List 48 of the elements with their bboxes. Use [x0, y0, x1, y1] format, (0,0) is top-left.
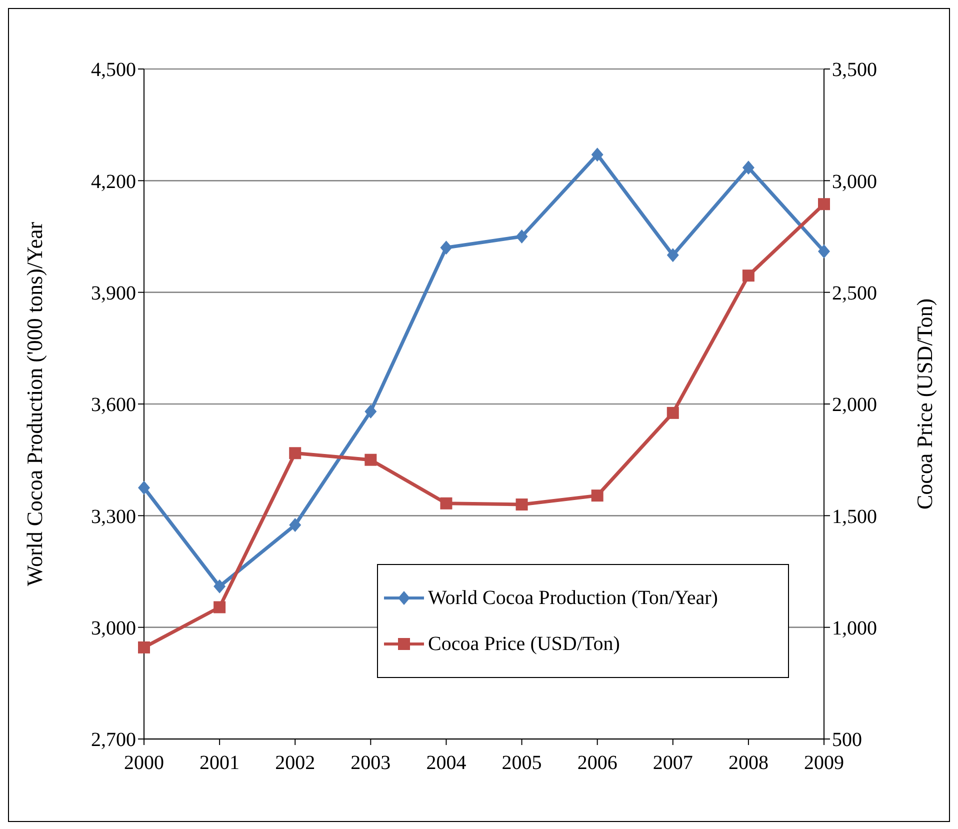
x-tick-label: 2003: [350, 752, 391, 774]
point: [214, 579, 226, 594]
y2-tick-label: 3,500: [832, 59, 877, 82]
x-tick-label: 2004: [426, 752, 466, 774]
point: [666, 406, 679, 419]
legend-label: World Cocoa Production (Ton/Year): [428, 586, 718, 610]
point: [591, 148, 604, 162]
x-tick-label: 2006: [577, 752, 618, 774]
x-tick-label: 2008: [728, 752, 768, 774]
point: [214, 601, 226, 614]
y-tick-label: 4,500: [91, 59, 136, 82]
point: [440, 240, 452, 255]
x-tick-label: 2001: [200, 752, 240, 774]
y-axis-title: World Cocoa Production ('000 tons)/Year: [22, 221, 47, 586]
point: [289, 447, 302, 460]
point: [666, 248, 679, 262]
y-tick-label: 3,000: [91, 617, 136, 640]
x-tick-label: 2007: [652, 752, 693, 774]
point: [516, 498, 528, 510]
y-tick-label: 3,600: [91, 394, 136, 416]
y2-tick-label: 2,000: [832, 394, 877, 416]
x-tick-label: 2002: [275, 752, 316, 774]
point: [742, 270, 754, 282]
point: [591, 490, 604, 502]
point: [818, 198, 830, 210]
point: [364, 404, 377, 418]
x-tick-label: 2009: [804, 752, 844, 774]
y-tick-label: 2,700: [91, 729, 136, 752]
point: [364, 454, 377, 466]
point: [289, 518, 302, 532]
x-tick-label: 2000: [124, 752, 164, 774]
point: [440, 497, 452, 510]
y2-tick-label: 3,000: [832, 170, 877, 193]
point: [516, 230, 528, 244]
legend-label: Cocoa Price (USD/Ton): [428, 632, 620, 656]
y-tick-label: 3,900: [91, 282, 136, 304]
y2-tick-label: 1,500: [832, 506, 877, 528]
y2-tick-label: 2,500: [832, 282, 877, 304]
y2-tick-label: 1,000: [832, 617, 877, 640]
point: [818, 244, 830, 258]
point: [138, 641, 150, 654]
x-tick-label: 2005: [502, 752, 542, 774]
point: [742, 160, 754, 175]
y-tick-label: 3,300: [91, 506, 136, 528]
y-tick-label: 4,200: [91, 170, 136, 193]
y2-axis-title: Cocoa Price (USD/Ton): [912, 298, 937, 510]
point: [138, 480, 150, 495]
y2-tick-label: 500: [832, 729, 862, 752]
